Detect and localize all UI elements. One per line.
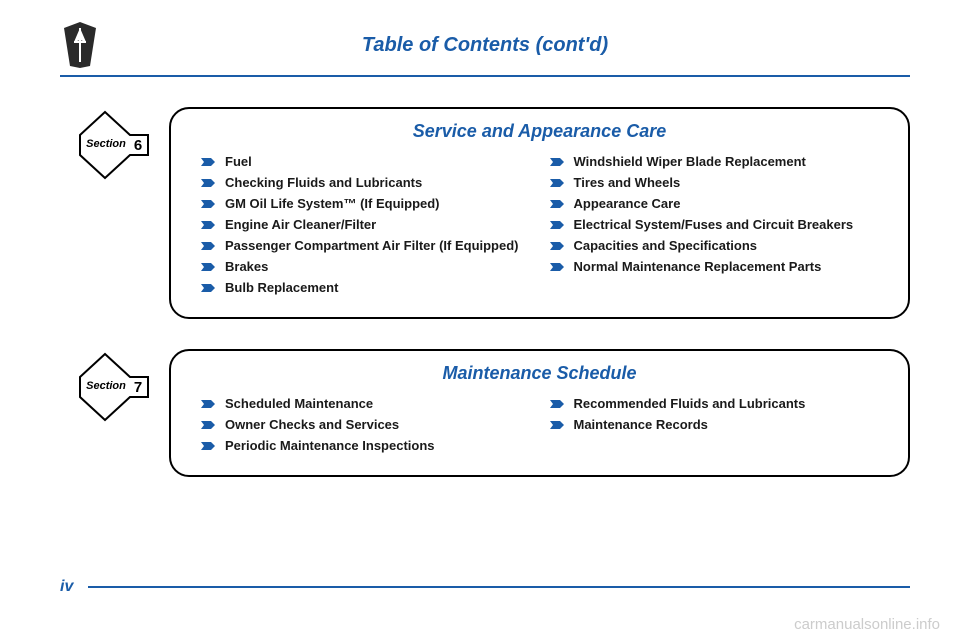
toc-item-label: Recommended Fluids and Lubricants [574, 396, 806, 411]
section-title: Service and Appearance Care [201, 121, 878, 142]
toc-item-label: Maintenance Records [574, 417, 708, 432]
section-row: Section 6 Service and Appearance Care Fue… [70, 107, 910, 319]
toc-item[interactable]: Maintenance Records [550, 417, 879, 432]
toc-item-label: Appearance Care [574, 196, 681, 211]
content-column: Recommended Fluids and Lubricants Mainten… [550, 396, 879, 459]
toc-item[interactable]: Checking Fluids and Lubricants [201, 175, 530, 190]
footer: iv [60, 578, 910, 596]
toc-item-label: Scheduled Maintenance [225, 396, 373, 411]
toc-item-label: Electrical System/Fuses and Circuit Brea… [574, 217, 854, 232]
toc-item-label: Normal Maintenance Replacement Parts [574, 259, 822, 274]
toc-item[interactable]: Electrical System/Fuses and Circuit Brea… [550, 217, 879, 232]
page-title: Table of Contents (cont'd) [100, 34, 910, 57]
toc-item-label: Periodic Maintenance Inspections [225, 438, 435, 453]
toc-item-label: Engine Air Cleaner/Filter [225, 217, 376, 232]
header: Table of Contents (cont'd) [60, 20, 910, 70]
toc-item[interactable]: Appearance Care [550, 196, 879, 211]
toc-item[interactable]: Capacities and Specifications [550, 238, 879, 253]
toc-item[interactable]: Tires and Wheels [550, 175, 879, 190]
content-columns: Fuel Checking Fluids and Lubricants GM Oil… [201, 154, 878, 301]
section-badge-icon: Section 6 [70, 107, 155, 182]
content-box: Maintenance Schedule Scheduled Maintenanc… [169, 349, 910, 477]
toc-item-label: Tires and Wheels [574, 175, 681, 190]
pontiac-logo-icon [60, 20, 100, 70]
content-column: Fuel Checking Fluids and Lubricants GM Oil… [201, 154, 530, 301]
toc-item-label: Capacities and Specifications [574, 238, 758, 253]
toc-item-label: Fuel [225, 154, 252, 169]
section-row: Section 7 Maintenance Schedule Scheduled … [70, 349, 910, 477]
toc-item-label: Checking Fluids and Lubricants [225, 175, 422, 190]
section-badge: Section 6 [70, 107, 169, 187]
toc-item[interactable]: Periodic Maintenance Inspections [201, 438, 530, 453]
page-number: iv [60, 578, 73, 596]
toc-item[interactable]: Scheduled Maintenance [201, 396, 530, 411]
toc-item[interactable]: Brakes [201, 259, 530, 274]
svg-text:Section: Section [86, 380, 126, 392]
toc-item-label: Owner Checks and Services [225, 417, 399, 432]
toc-item[interactable]: GM Oil Life System™ (If Equipped) [201, 196, 530, 211]
header-divider [60, 75, 910, 77]
toc-item-label: Bulb Replacement [225, 280, 338, 295]
content-box: Service and Appearance Care Fuel Checking … [169, 107, 910, 319]
toc-item[interactable]: Recommended Fluids and Lubricants [550, 396, 879, 411]
section-badge-icon: Section 7 [70, 349, 155, 424]
toc-item-label: GM Oil Life System™ (If Equipped) [225, 196, 440, 211]
toc-item-label: Passenger Compartment Air Filter (If Equ… [225, 238, 519, 253]
svg-text:7: 7 [134, 379, 142, 396]
content-column: Scheduled Maintenance Owner Checks and Se… [201, 396, 530, 459]
watermark: carmanualsonline.info [794, 616, 940, 633]
section-title: Maintenance Schedule [201, 363, 878, 384]
toc-item[interactable]: Passenger Compartment Air Filter (If Equ… [201, 238, 530, 253]
toc-item[interactable]: Fuel [201, 154, 530, 169]
svg-text:Section: Section [86, 138, 126, 150]
footer-divider [88, 586, 910, 588]
toc-item-label: Windshield Wiper Blade Replacement [574, 154, 806, 169]
content-column: Windshield Wiper Blade Replacement Tires … [550, 154, 879, 301]
toc-item-label: Brakes [225, 259, 268, 274]
toc-item[interactable]: Owner Checks and Services [201, 417, 530, 432]
content-columns: Scheduled Maintenance Owner Checks and Se… [201, 396, 878, 459]
toc-item[interactable]: Windshield Wiper Blade Replacement [550, 154, 879, 169]
svg-text:6: 6 [134, 137, 142, 154]
toc-item[interactable]: Engine Air Cleaner/Filter [201, 217, 530, 232]
section-badge: Section 7 [70, 349, 169, 429]
toc-item[interactable]: Normal Maintenance Replacement Parts [550, 259, 879, 274]
toc-item[interactable]: Bulb Replacement [201, 280, 530, 295]
